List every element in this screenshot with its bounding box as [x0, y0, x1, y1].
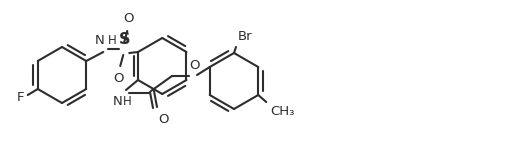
Text: F: F: [17, 91, 24, 103]
Text: O: O: [190, 59, 200, 72]
Text: H: H: [123, 95, 132, 108]
Text: CH₃: CH₃: [270, 105, 295, 118]
Text: O: O: [123, 12, 133, 25]
Text: N: N: [95, 34, 104, 47]
Text: S: S: [118, 32, 130, 47]
Text: Br: Br: [238, 30, 253, 43]
Text: H: H: [108, 34, 117, 47]
Text: O: O: [113, 72, 123, 85]
Text: N: N: [112, 95, 122, 108]
Text: O: O: [158, 113, 169, 126]
